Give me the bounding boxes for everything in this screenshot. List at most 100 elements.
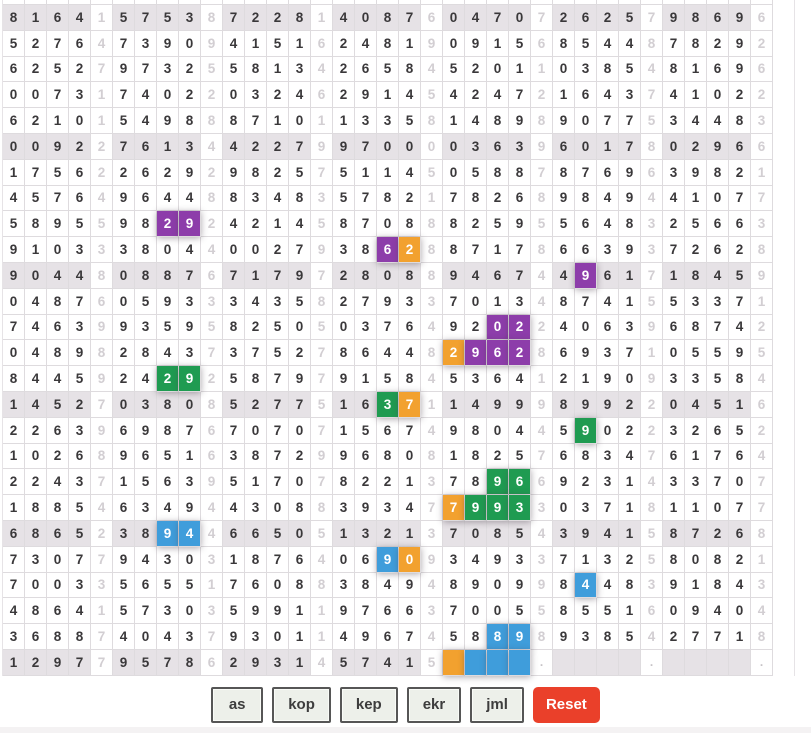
grid-cell[interactable]: 6 <box>751 391 773 418</box>
grid-cell[interactable]: 4 <box>641 624 663 650</box>
grid-cell[interactable]: 6 <box>113 417 135 444</box>
grid-cell-selected-blue[interactable]: 9 <box>509 624 531 650</box>
grid-cell[interactable]: 0 <box>47 237 69 263</box>
grid-cell[interactable]: 8 <box>179 649 201 676</box>
grid-cell[interactable]: 6 <box>113 495 135 521</box>
grid-cell[interactable]: 1 <box>399 469 421 496</box>
grid-cell[interactable]: 3 <box>531 495 553 521</box>
grid-cell[interactable]: 5 <box>641 108 663 134</box>
grid-cell[interactable]: 5 <box>509 443 531 470</box>
grid-cell[interactable]: 8 <box>179 108 201 134</box>
grid-cell[interactable]: 9 <box>179 314 201 341</box>
grid-cell[interactable]: 4 <box>157 340 179 367</box>
grid-cell[interactable]: 9 <box>201 30 223 57</box>
grid-cell[interactable]: 4 <box>641 185 663 212</box>
grid-cell[interactable]: 2 <box>47 443 69 470</box>
grid-cell[interactable]: 9 <box>135 417 157 444</box>
grid-cell-selected-green[interactable]: 9 <box>465 495 487 521</box>
grid-cell[interactable]: 0 <box>597 417 619 444</box>
grid-cell[interactable]: 7 <box>729 495 751 521</box>
grid-cell[interactable]: 2 <box>553 5 575 31</box>
grid-cell[interactable]: 3 <box>421 520 443 547</box>
grid-cell[interactable]: 0 <box>25 133 47 160</box>
grid-cell[interactable]: 9 <box>399 572 421 599</box>
grid-cell[interactable]: 1 <box>201 572 223 599</box>
grid-cell[interactable]: 4 <box>465 262 487 289</box>
grid-cell[interactable]: 6 <box>311 30 333 57</box>
grid-cell[interactable]: 7 <box>201 340 223 367</box>
grid-cell[interactable]: 4 <box>201 495 223 521</box>
grid-cell[interactable]: 3 <box>179 133 201 160</box>
grid-cell[interactable]: 7 <box>113 133 135 160</box>
grid-cell[interactable]: 8 <box>707 159 729 186</box>
grid-cell[interactable]: 4 <box>531 417 553 444</box>
grid-cell[interactable]: 7 <box>575 159 597 186</box>
grid-cell[interactable]: 8 <box>311 495 333 521</box>
grid-cell[interactable]: 7 <box>729 288 751 315</box>
grid-cell[interactable]: 0 <box>3 133 25 160</box>
grid-cell[interactable]: 0 <box>267 572 289 599</box>
grid-cell[interactable]: 5 <box>707 366 729 392</box>
grid-cell[interactable]: 8 <box>443 211 465 238</box>
grid-cell[interactable]: 8 <box>531 108 553 134</box>
grid-cell[interactable]: 2 <box>377 469 399 496</box>
grid-cell[interactable]: 2 <box>465 56 487 83</box>
grid-cell[interactable]: 4 <box>91 495 113 521</box>
grid-cell[interactable]: 1 <box>311 598 333 625</box>
grid-cell[interactable]: 9 <box>421 30 443 57</box>
grid-cell[interactable]: 2 <box>707 30 729 57</box>
grid-cell[interactable]: 0 <box>179 391 201 418</box>
grid-cell[interactable]: 7 <box>663 237 685 263</box>
grid-cell[interactable]: 0 <box>685 546 707 573</box>
grid-cell[interactable]: 1 <box>575 546 597 573</box>
grid-cell[interactable]: 0 <box>245 417 267 444</box>
grid-cell[interactable]: 4 <box>201 237 223 263</box>
grid-cell[interactable]: 6 <box>355 546 377 573</box>
grid-cell[interactable]: 1 <box>729 624 751 650</box>
grid-cell[interactable]: 5 <box>619 624 641 650</box>
grid-cell[interactable]: 8 <box>157 417 179 444</box>
grid-cell[interactable]: 2 <box>685 133 707 160</box>
grid-cell[interactable]: 8 <box>135 520 157 547</box>
grid-cell[interactable]: 1 <box>751 159 773 186</box>
grid-cell[interactable]: 9 <box>465 30 487 57</box>
grid-cell[interactable]: 1 <box>685 495 707 521</box>
grid-cell[interactable]: 8 <box>443 572 465 599</box>
grid-cell[interactable]: 5 <box>69 495 91 521</box>
grid-cell[interactable]: 8 <box>487 108 509 134</box>
grid-cell[interactable]: 1 <box>487 288 509 315</box>
grid-cell[interactable]: 6 <box>47 520 69 547</box>
grid-cell[interactable]: 4 <box>311 546 333 573</box>
grid-cell[interactable]: 7 <box>355 649 377 676</box>
grid-cell[interactable]: 6 <box>69 30 91 57</box>
grid-cell[interactable]: 9 <box>641 314 663 341</box>
grid-cell[interactable]: 1 <box>685 82 707 109</box>
grid-cell[interactable]: 7 <box>3 572 25 599</box>
grid-cell[interactable]: 6 <box>575 5 597 31</box>
grid-cell-selected-purple[interactable]: 2 <box>509 340 531 367</box>
grid-cell[interactable]: 4 <box>531 288 553 315</box>
grid-cell[interactable]: 7 <box>751 495 773 521</box>
grid-cell[interactable]: 2 <box>531 82 553 109</box>
grid-cell[interactable]: 5 <box>575 30 597 57</box>
grid-cell[interactable]: 8 <box>597 624 619 650</box>
grid-cell[interactable]: 1 <box>377 82 399 109</box>
grid-cell-selected-orange[interactable]: 0 <box>399 546 421 573</box>
grid-cell[interactable]: 9 <box>663 572 685 599</box>
grid-cell[interactable]: 9 <box>729 30 751 57</box>
grid-cell[interactable]: 9 <box>443 417 465 444</box>
grid-cell[interactable]: 3 <box>355 520 377 547</box>
grid-cell[interactable]: 3 <box>443 546 465 573</box>
grid-cell[interactable] <box>597 649 619 676</box>
grid-cell[interactable]: 5 <box>311 314 333 341</box>
grid-cell[interactable]: 6 <box>597 314 619 341</box>
grid-cell[interactable]: 8 <box>245 56 267 83</box>
grid-cell[interactable]: 2 <box>113 159 135 186</box>
grid-cell-selected-blue[interactable]: 9 <box>377 546 399 573</box>
grid-cell[interactable]: 7 <box>509 262 531 289</box>
grid-cell[interactable]: 3 <box>421 288 443 315</box>
grid-cell[interactable]: 3 <box>663 469 685 496</box>
grid-cell[interactable]: 6 <box>531 30 553 57</box>
grid-cell-selected-blue[interactable] <box>509 649 531 676</box>
grid-cell[interactable]: 3 <box>289 56 311 83</box>
